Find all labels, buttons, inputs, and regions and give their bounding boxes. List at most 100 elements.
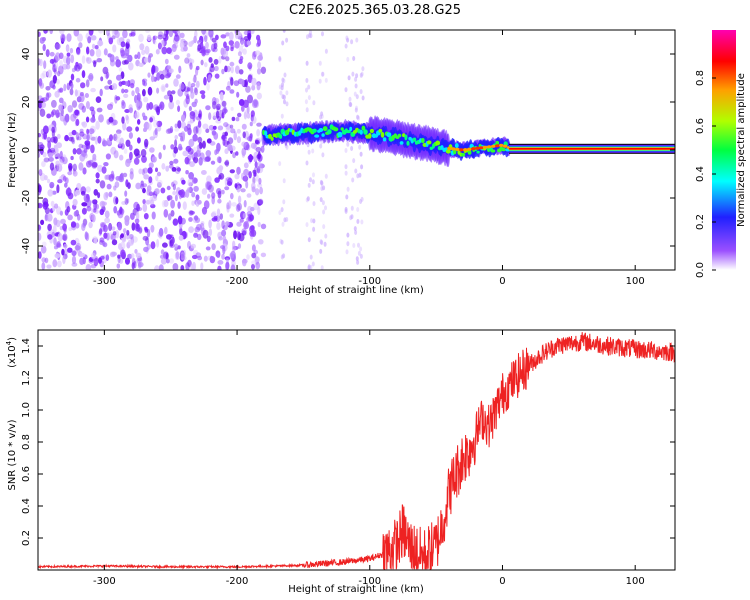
noise-blob	[52, 64, 57, 73]
noise-blob	[307, 149, 311, 155]
noise-blob	[129, 151, 133, 161]
noise-blob	[54, 147, 59, 154]
ridge-core	[380, 131, 385, 138]
noise-blob	[309, 33, 313, 39]
noise-blob	[158, 104, 163, 109]
noise-blob	[234, 183, 238, 189]
noise-blob	[80, 150, 87, 157]
noise-blob	[47, 178, 50, 184]
noise-blob	[217, 125, 224, 131]
noise-blob	[196, 147, 202, 154]
noise-blob	[38, 203, 41, 208]
noise-blob	[49, 184, 54, 189]
noise-blob	[260, 223, 267, 230]
noise-blob	[135, 99, 140, 109]
noise-blob	[100, 76, 104, 82]
noise-blob	[259, 186, 263, 195]
noise-blob	[228, 40, 234, 46]
ridge-core	[435, 140, 441, 146]
noise-blob	[114, 181, 120, 188]
noise-blob	[321, 31, 324, 37]
noise-blob	[115, 176, 121, 181]
noise-blob	[76, 182, 82, 190]
noise-blob	[247, 74, 253, 83]
noise-blob	[75, 242, 82, 252]
ridge-peak	[479, 146, 484, 150]
noise-blob	[191, 254, 198, 260]
noise-blob	[137, 137, 141, 144]
noise-blob	[150, 224, 155, 233]
noise-blob	[258, 177, 262, 185]
noise-blob	[241, 123, 247, 130]
noise-blob	[169, 126, 174, 134]
noise-blob	[125, 257, 130, 265]
noise-blob	[45, 49, 50, 58]
noise-blob	[344, 148, 348, 153]
noise-blob	[143, 96, 149, 103]
noise-blob	[128, 62, 134, 71]
noise-blob	[79, 131, 85, 137]
noise-blob	[246, 193, 252, 198]
noise-blob	[359, 89, 363, 95]
noise-blob	[131, 90, 135, 97]
noise-blob	[160, 84, 166, 93]
noise-blob	[91, 43, 96, 50]
noise-blob	[118, 81, 123, 87]
noise-blob	[230, 264, 236, 270]
noise-blob	[190, 243, 196, 249]
noise-blob	[46, 92, 52, 98]
noise-blob	[173, 158, 179, 164]
noise-blob	[278, 56, 282, 61]
noise-blob	[281, 40, 285, 46]
noise-blob	[175, 74, 181, 79]
noise-blob	[97, 192, 101, 199]
noise-blob	[147, 167, 153, 174]
noise-blob	[87, 74, 94, 80]
noise-blob	[164, 30, 168, 37]
noise-blob	[312, 100, 316, 106]
spectrogram-ytick-label: 40	[21, 48, 32, 61]
noise-blob	[182, 201, 187, 211]
noise-blob	[318, 78, 322, 84]
noise-blob	[134, 218, 140, 224]
ridge-core	[321, 133, 325, 137]
ridge-peak	[475, 146, 480, 150]
noise-blob	[106, 183, 112, 190]
noise-blob	[219, 109, 224, 119]
noise-blob	[46, 213, 53, 222]
noise-blob	[84, 231, 89, 240]
ridge-core	[322, 126, 328, 132]
noise-blob	[324, 233, 328, 239]
noise-blob	[156, 72, 161, 81]
noise-blob	[75, 77, 81, 83]
noise-blob	[250, 206, 255, 212]
noise-blob	[146, 228, 151, 238]
noise-blob	[196, 126, 202, 135]
noise-blob	[55, 109, 60, 119]
noise-blob	[180, 251, 185, 261]
noise-blob	[92, 199, 98, 205]
noise-blob	[81, 144, 86, 149]
noise-blob	[255, 42, 261, 48]
noise-blob	[310, 218, 314, 224]
noise-blob	[229, 213, 235, 218]
noise-blob	[71, 129, 77, 136]
noise-blob	[151, 195, 158, 202]
noise-blob	[133, 261, 137, 269]
noise-blob	[280, 207, 284, 213]
noise-blob	[76, 136, 82, 141]
noise-blob	[202, 229, 209, 239]
noise-blob	[197, 255, 203, 261]
noise-blob	[45, 201, 49, 207]
noise-blob	[260, 66, 267, 75]
noise-blob	[83, 193, 90, 203]
noise-blob	[82, 223, 86, 228]
noise-blob	[147, 86, 153, 96]
noise-blob	[157, 34, 164, 40]
noise-blob	[353, 226, 357, 232]
noise-blob	[173, 146, 178, 154]
noise-blob	[246, 254, 250, 260]
noise-blob	[220, 245, 226, 250]
noise-blob	[347, 75, 351, 81]
noise-blob	[67, 105, 73, 113]
